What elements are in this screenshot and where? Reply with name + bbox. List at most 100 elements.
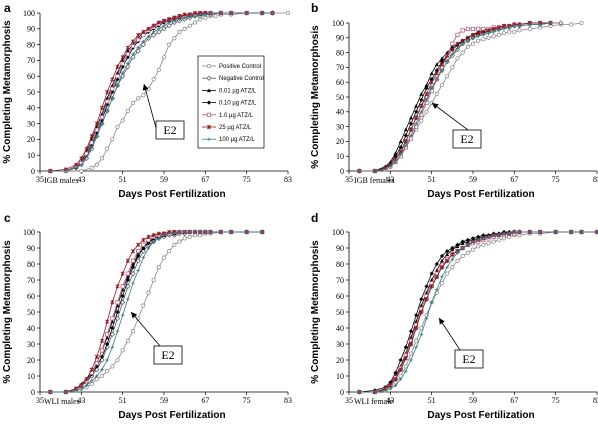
data-point — [244, 11, 249, 15]
data-point — [476, 38, 481, 43]
data-point — [285, 10, 291, 16]
data-point — [94, 162, 99, 167]
data-point — [167, 20, 171, 25]
data-point — [136, 33, 141, 38]
annotation-box — [155, 120, 185, 140]
data-point — [357, 390, 362, 394]
data-point — [496, 237, 501, 243]
data-point — [130, 39, 136, 44]
data-point — [110, 325, 115, 331]
data-point — [208, 11, 213, 15]
data-point — [100, 367, 104, 372]
legend-item-1-0-ug-atz-l: 1.0 µg ATZ/L — [202, 112, 254, 119]
data-point — [105, 319, 110, 324]
y-tick-label: 70 — [27, 276, 35, 285]
data-point — [471, 239, 475, 244]
data-point — [177, 230, 182, 234]
series-0-01-ug-atz-l — [357, 21, 553, 173]
annotation-arrow-line — [130, 311, 161, 347]
data-point — [398, 153, 403, 157]
data-point — [141, 237, 146, 243]
data-point — [120, 348, 125, 353]
legend-item-negative-control: Negative Control — [202, 75, 264, 82]
series-line — [359, 22, 582, 172]
y-tick-label: 60 — [336, 78, 344, 87]
data-point — [99, 105, 105, 110]
data-point — [177, 29, 182, 35]
legend-label: 25 µg ATZ/L — [219, 125, 252, 131]
data-point — [105, 99, 110, 104]
y-tick-label: 30 — [27, 340, 35, 349]
data-point — [105, 358, 109, 362]
data-point — [89, 145, 94, 149]
data-point — [105, 146, 110, 151]
data-point — [125, 48, 130, 53]
data-point — [507, 25, 511, 30]
data-point — [156, 265, 161, 270]
series-100-ug-atz-l — [48, 230, 264, 394]
data-point — [130, 249, 136, 254]
data-point — [507, 231, 511, 236]
data-point — [120, 71, 125, 75]
series-25-ug-atz-l — [357, 229, 598, 395]
data-point — [136, 249, 141, 254]
data-point — [409, 115, 413, 120]
data-point — [94, 377, 99, 382]
data-point — [110, 345, 115, 349]
data-point — [460, 253, 465, 259]
data-point — [89, 379, 94, 383]
y-axis-label: % Completing Metamorphosis — [310, 240, 321, 384]
data-point — [439, 265, 445, 270]
data-point — [481, 37, 486, 42]
annotation-label: E2 — [163, 123, 176, 137]
data-point — [94, 127, 99, 132]
data-point — [429, 300, 434, 305]
legend-label: 100 µg ATZ/L — [219, 137, 255, 143]
data-point — [439, 281, 445, 286]
data-point — [136, 268, 140, 273]
data-point — [141, 255, 146, 260]
x-tick-label: 43 — [386, 175, 394, 184]
data-point — [450, 44, 455, 49]
data-point — [157, 27, 161, 31]
data-point — [151, 77, 156, 82]
x-tick-label: 35 — [36, 175, 44, 184]
data-point — [517, 230, 522, 234]
data-point — [135, 258, 141, 264]
data-point — [538, 22, 542, 27]
data-point — [470, 236, 476, 241]
data-point — [203, 12, 208, 17]
data-point — [84, 383, 89, 388]
data-point — [146, 246, 151, 250]
x-tick-label: 51 — [428, 175, 436, 184]
data-point — [491, 34, 496, 39]
data-point — [476, 234, 481, 239]
annotation-label: E2 — [161, 348, 174, 362]
data-point — [470, 41, 476, 46]
y-tick-label: 70 — [336, 63, 344, 72]
data-point — [460, 239, 465, 244]
series-negative-control — [47, 229, 265, 395]
data-point — [403, 364, 408, 369]
data-point — [414, 313, 419, 318]
x-tick-label: 43 — [386, 396, 394, 405]
data-point — [120, 293, 125, 299]
y-tick-label: 10 — [27, 372, 35, 381]
x-tick-label: 75 — [552, 396, 560, 405]
data-point — [398, 139, 403, 144]
data-point — [434, 68, 439, 73]
data-point — [409, 133, 413, 138]
y-tick-label: 50 — [27, 308, 35, 317]
data-point — [136, 96, 141, 101]
data-point — [470, 247, 476, 252]
data-point — [172, 36, 177, 41]
data-point — [219, 230, 223, 234]
data-point — [450, 65, 455, 70]
series-line — [50, 231, 263, 393]
data-point — [79, 383, 84, 388]
data-point — [99, 338, 105, 343]
data-point — [388, 387, 393, 391]
data-point — [125, 338, 130, 343]
data-point — [99, 373, 105, 379]
data-point — [393, 377, 398, 382]
